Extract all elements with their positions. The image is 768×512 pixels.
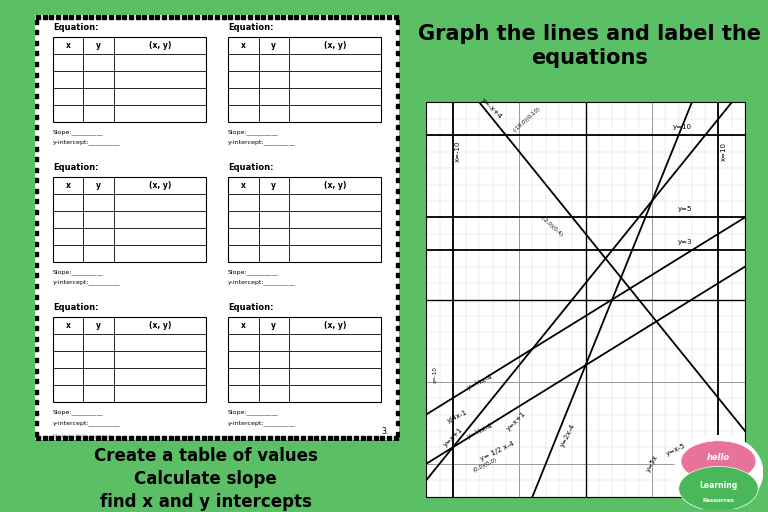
Text: y-intercept:__________: y-intercept:__________ [228,139,296,145]
Text: x: x [241,181,246,190]
Ellipse shape [681,441,756,482]
Text: x: x [66,321,71,330]
Text: Slope:__________: Slope:__________ [53,129,104,135]
Text: Resources: Resources [703,498,734,503]
Text: y=½x-4: y=½x-4 [466,373,494,391]
Text: Slope:__________: Slope:__________ [228,269,279,275]
Text: y/4x-1: y/4x-1 [446,409,468,424]
Text: (x, y): (x, y) [324,40,346,50]
Ellipse shape [674,435,763,509]
Text: hello: hello [707,453,730,462]
Text: Equation:: Equation: [228,23,273,32]
Bar [228,37,381,122]
Text: x: x [66,181,71,190]
Text: y: y [271,40,276,50]
Text: (-10,0)(0,10): (-10,0)(0,10) [512,106,542,133]
Text: y=3: y=3 [677,239,692,245]
Text: Equation:: Equation: [228,163,273,172]
Text: x=-10: x=-10 [433,366,438,382]
Text: Equation:: Equation: [228,303,273,312]
Text: y=2x-4: y=2x-4 [559,423,576,449]
Text: find x and y intercepts: find x and y intercepts [100,493,311,511]
Text: x=-10: x=-10 [455,141,461,162]
Text: y=x+1: y=x+1 [442,427,464,449]
Text: y: y [96,321,101,330]
Text: y=½x-4: y=½x-4 [466,422,494,440]
Text: Slope:__________: Slope:__________ [228,410,279,415]
Text: y=5: y=5 [677,206,692,212]
Text: y=5x: y=5x [645,454,659,473]
Text: (x, y): (x, y) [149,321,171,330]
Text: Equation:: Equation: [53,303,98,312]
Text: Create a table of values: Create a table of values [94,447,317,465]
Text: y=x-5: y=x-5 [665,442,687,457]
Text: y-intercept:__________: y-intercept:__________ [53,420,121,425]
Text: y= 1/2 x-4: y= 1/2 x-4 [479,440,515,461]
Text: x: x [241,321,246,330]
Text: x=10: x=10 [720,142,727,161]
Text: 3.: 3. [381,427,389,436]
Text: Slope:__________: Slope:__________ [228,129,279,135]
Text: y: y [271,321,276,330]
Text: y=-x+4: y=-x+4 [479,97,502,120]
Text: Equation:: Equation: [53,163,98,172]
Text: y=x+1: y=x+1 [506,410,528,432]
Text: Calculate slope: Calculate slope [134,470,276,488]
Text: y-intercept:__________: y-intercept:__________ [228,280,296,285]
Text: Made by Hello Learning: Made by Hello Learning [53,435,111,439]
Text: (x, y): (x, y) [149,181,171,190]
Text: y-intercept:__________: y-intercept:__________ [53,139,121,145]
Text: y: y [96,181,101,190]
Text: x: x [66,40,71,50]
Text: Slope:__________: Slope:__________ [53,269,104,275]
Text: (x, y): (x, y) [324,321,346,330]
Text: y: y [96,40,101,50]
Text: y: y [271,181,276,190]
Bar [53,177,206,262]
Text: Graph the lines and label the
equations: Graph the lines and label the equations [418,25,761,68]
Bar [228,317,381,402]
Text: y-intercept:__________: y-intercept:__________ [53,280,121,285]
Text: x: x [241,40,246,50]
Text: (x, y): (x, y) [149,40,171,50]
Bar [53,317,206,402]
Text: y-intercept:__________: y-intercept:__________ [228,420,296,425]
Text: Learning: Learning [700,481,737,490]
Text: y=10: y=10 [673,124,692,130]
Text: (0,0)(0,0): (0,0)(0,0) [473,457,498,473]
Text: (-2,0)(0,4): (-2,0)(0,4) [539,216,563,238]
Bar [53,37,206,122]
Text: Equation:: Equation: [53,23,98,32]
Bar [228,177,381,262]
Text: Slope:__________: Slope:__________ [53,410,104,415]
Text: (x, y): (x, y) [324,181,346,190]
Ellipse shape [679,466,758,511]
